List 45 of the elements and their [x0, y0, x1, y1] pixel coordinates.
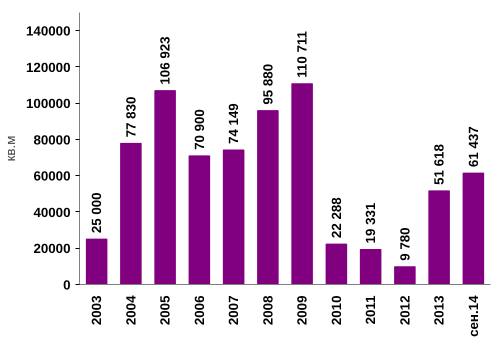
- data-label: 19 331: [363, 202, 378, 244]
- y-tick-label: 100000: [26, 96, 71, 112]
- x-tick-label: сен.14: [466, 294, 481, 337]
- bar: [291, 83, 313, 284]
- y-tick-label: 20000: [33, 241, 70, 256]
- bar: [154, 90, 176, 284]
- data-label: 77 830: [123, 96, 138, 138]
- data-label: 61 437: [466, 126, 481, 168]
- x-tick-label: 2011: [363, 294, 378, 324]
- bar: [394, 266, 416, 284]
- bar: [120, 142, 142, 284]
- x-tick-label: 2006: [192, 295, 207, 326]
- bar: [428, 190, 450, 284]
- bar: [188, 155, 210, 284]
- x-tick-label: 2013: [432, 295, 447, 326]
- bar: [360, 248, 382, 284]
- data-label: 25 000: [89, 192, 104, 234]
- x-tick-label: 2007: [226, 295, 242, 326]
- x-tick-label: 2012: [397, 295, 412, 326]
- data-label: 110 711: [294, 30, 310, 78]
- bar: [86, 238, 108, 284]
- x-tick-label: 2009: [294, 295, 310, 326]
- y-tick-label: 40000: [33, 204, 70, 220]
- data-label: 95 880: [260, 64, 276, 105]
- x-tick-label: 2005: [158, 294, 173, 326]
- data-label: 106 923: [158, 36, 173, 85]
- x-tick-label: 2008: [260, 295, 276, 326]
- y-tick-label: 60000: [33, 168, 70, 184]
- bar: [257, 110, 279, 284]
- x-tick-label: 2004: [123, 294, 138, 326]
- data-label: 51 618: [432, 144, 447, 185]
- data-label: 22 288: [328, 197, 344, 238]
- x-tick-label: 2003: [89, 295, 104, 326]
- data-label: 74 149: [226, 103, 242, 144]
- bar: [462, 172, 484, 284]
- data-label: 9 780: [397, 227, 412, 261]
- y-tick-label: 120000: [26, 60, 71, 75]
- x-tick-label: 2010: [328, 295, 344, 326]
- y-tick-label: 140000: [26, 24, 71, 39]
- bar: [222, 150, 244, 284]
- data-label: 70 900: [192, 109, 207, 150]
- bar: [326, 244, 348, 284]
- y-axis-title: кв.м: [3, 136, 18, 162]
- y-tick-label: 0: [63, 278, 71, 292]
- y-tick-label: 80000: [33, 132, 70, 148]
